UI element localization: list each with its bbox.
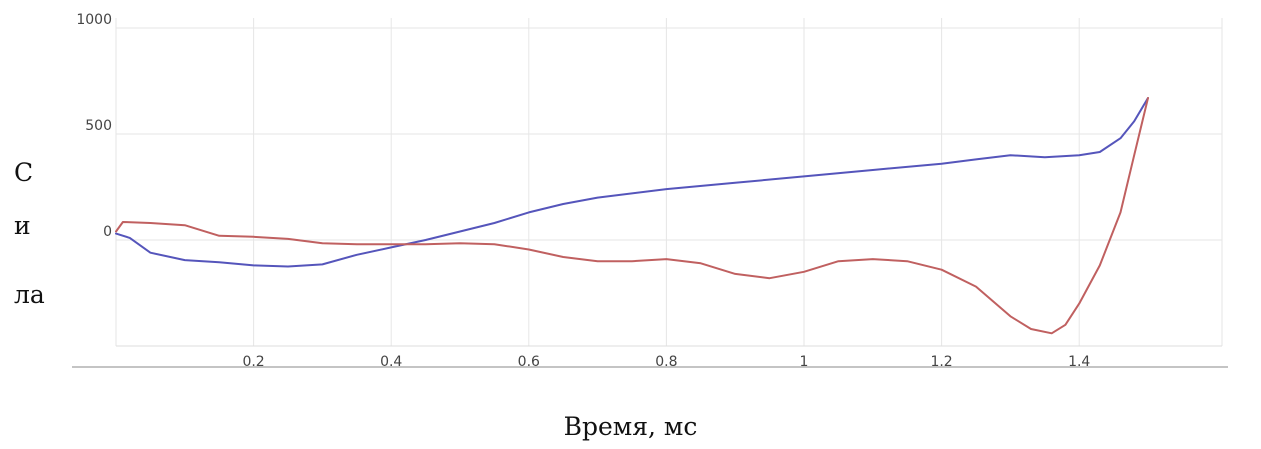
y-axis-label-part-3: ла bbox=[14, 280, 45, 309]
x-tick-label: 0.4 bbox=[380, 354, 402, 370]
series-lines bbox=[115, 97, 1149, 335]
x-tick-label: 1 bbox=[800, 354, 809, 370]
y-tick-labels: 0 500 1000 bbox=[76, 12, 112, 240]
x-tick-labels: 0.2 0.4 0.6 0.8 1 1.2 1.4 bbox=[242, 354, 1090, 370]
y-axis-label-part-2: и bbox=[14, 211, 31, 240]
x-tick-label: 0.8 bbox=[655, 354, 677, 370]
axes bbox=[72, 18, 1228, 368]
x-tick-label: 0.2 bbox=[242, 354, 264, 370]
series-line-2 bbox=[115, 97, 1149, 335]
x-axis-label: Время, мс bbox=[563, 412, 698, 441]
x-tick-label: 0.6 bbox=[518, 354, 540, 370]
grid bbox=[116, 18, 1222, 346]
x-tick-label: 1.2 bbox=[930, 354, 952, 370]
y-tick-label: 1000 bbox=[76, 12, 112, 28]
series-line-1 bbox=[115, 97, 1149, 268]
y-tick-label: 500 bbox=[85, 118, 112, 134]
y-tick-label: 0 bbox=[103, 224, 112, 240]
x-tick-label: 1.4 bbox=[1068, 354, 1090, 370]
y-axis-label-part-1: С bbox=[14, 158, 34, 187]
